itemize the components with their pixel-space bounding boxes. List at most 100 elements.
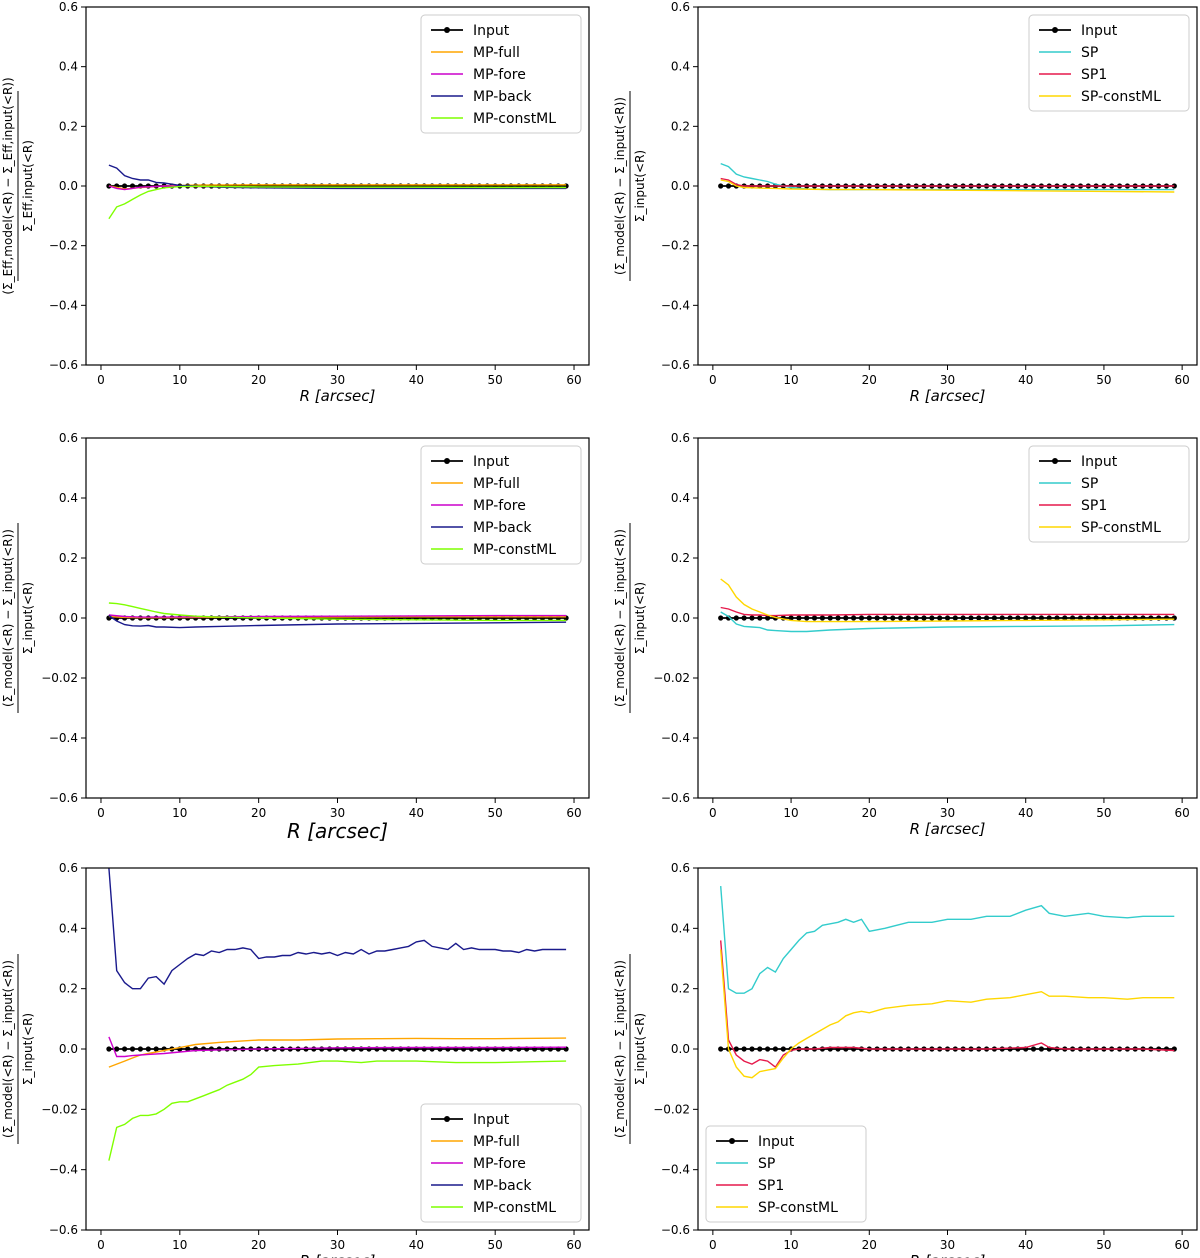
data-point [733, 1046, 739, 1052]
legend-marker [729, 1138, 735, 1144]
x-tick-label: 10 [783, 1238, 798, 1252]
data-point [733, 615, 739, 621]
x-tick-label: 30 [330, 373, 345, 387]
series-mp-back [108, 164, 567, 190]
y-axis-label: (Σ_model(<R) − Σ_input(<R)) Σ_input(<R) [1, 954, 35, 1144]
legend-box [705, 1125, 867, 1223]
y-tick-label: 0.0 [671, 1042, 690, 1056]
data-point [1023, 615, 1029, 621]
data-point [1062, 615, 1068, 621]
x-tick-label: 50 [488, 1238, 503, 1252]
data-point [327, 1046, 333, 1052]
chart-panel-middle-right: 0 10 20 30 40 50 60 −0.6 −0.4 −0.02 0.0 0.2 0.4 0.6 R … [613, 431, 1198, 838]
legend-box [420, 1103, 582, 1223]
y-axis-label: (Σ_model(<R) − Σ_input(<R)) Σ_input(<R) [613, 954, 647, 1144]
y-tick-label: 0.2 [671, 982, 690, 996]
series-sp1 [720, 940, 1175, 1069]
y-tick-label: −0.02 [653, 1102, 690, 1116]
x-axis-label: R [arcsec] [910, 387, 986, 405]
legend: Input SP SP1 SP-constML [1028, 14, 1190, 112]
y-tick-label: −0.2 [661, 239, 690, 253]
data-point [741, 615, 747, 621]
data-point [718, 615, 724, 621]
data-point [921, 615, 927, 621]
y-tick-label: −0.6 [661, 791, 690, 805]
legend-label-sp-constml: SP-constML [1081, 89, 1161, 105]
x-tick-label: 40 [1018, 806, 1033, 820]
y-axis-label: (Σ_model(<R) − Σ_input(<R)) Σ_input(<R) [613, 523, 647, 713]
data-point [153, 1046, 159, 1052]
data-point [106, 1046, 112, 1052]
y-tick-label: −0.02 [41, 1102, 78, 1116]
data-point [129, 183, 136, 189]
data-point [725, 615, 732, 621]
x-tick-label: 50 [488, 806, 503, 820]
series-line-mp-constml [108, 185, 567, 220]
x-tick-label: 50 [1096, 1238, 1111, 1252]
legend-label-mp-full: MP-full [473, 1134, 520, 1150]
series-sp-constml [720, 949, 1175, 1079]
y-tick-label: −0.02 [41, 671, 78, 685]
y-tick-label: −0.6 [661, 358, 690, 372]
series-sp [720, 611, 1175, 633]
legend-marker [444, 27, 450, 33]
series-sp1 [720, 177, 1175, 187]
data-point [780, 1046, 786, 1052]
legend: Input SP SP1 SP-constML [1028, 445, 1190, 543]
data-point [1046, 615, 1052, 621]
legend-marker [1052, 458, 1058, 464]
x-tick-label: 20 [251, 806, 266, 820]
series-line-sp1 [720, 606, 1175, 617]
y-tick-label: 0.6 [59, 861, 78, 875]
series-line-sp [720, 611, 1175, 633]
series-line-mp-fore [108, 1036, 567, 1058]
legend-label-sp1: SP1 [1081, 67, 1107, 83]
x-tick-label: 60 [1174, 1238, 1189, 1252]
y-tick-label: 0.2 [59, 551, 78, 565]
y-axis-label-numerator: (Σ_model(<R) − Σ_input(<R)) [1, 960, 15, 1138]
y-axis-label-numerator: (Σ_Eff,model(<R) − Σ_Eff,input(<R)) [1, 77, 15, 294]
x-tick-label: 10 [172, 1238, 187, 1252]
x-tick-label: 10 [172, 806, 187, 820]
x-tick-label: 0 [709, 373, 717, 387]
legend-box [1028, 14, 1190, 112]
x-tick-label: 40 [409, 1238, 424, 1252]
series-line-sp-constml [720, 179, 1175, 193]
data-point [145, 183, 151, 189]
y-tick-label: −0.6 [49, 358, 78, 372]
x-tick-label: 0 [97, 1238, 105, 1252]
x-tick-label: 20 [862, 1238, 877, 1252]
y-tick-label: 0.4 [671, 60, 690, 74]
legend-label-sp-constml: SP-constML [1081, 520, 1161, 536]
series-sp-constml [720, 578, 1175, 623]
y-tick-label: 0.0 [671, 179, 690, 193]
series-line-mp-back [108, 868, 567, 990]
y-axis-label-numerator: (Σ_model(<R) − Σ_input(<R)) [613, 960, 627, 1138]
data-point [1030, 1046, 1037, 1052]
y-tick-label: −0.2 [49, 239, 78, 253]
y-axis-label-denominator: Σ_input(<R) [633, 1013, 647, 1085]
y-tick-label: 0.2 [59, 982, 78, 996]
legend-box [420, 445, 582, 565]
legend-box [1028, 445, 1190, 543]
chart-panel-bottom-right: 0 10 20 30 40 50 60 −0.6 −0.4 −0.02 0.0 0.2 0.4 0.6 R … [613, 861, 1198, 1258]
y-tick-label: 0.4 [59, 60, 78, 74]
data-point [819, 615, 826, 621]
chart-panel-top-right: 0 10 20 30 40 50 60 −0.6 −0.4 −0.2 0.0 0.2 0.4 0.6 R [… [613, 0, 1198, 405]
y-tick-label: −0.02 [653, 671, 690, 685]
legend-marker [444, 458, 450, 464]
y-tick-label: 0.2 [671, 119, 690, 133]
data-point [185, 1046, 191, 1052]
x-tick-label: 20 [251, 373, 266, 387]
data-point [122, 183, 128, 189]
y-tick-label: −0.4 [49, 298, 78, 312]
data-point [1007, 615, 1013, 621]
legend-label-input: Input [473, 23, 510, 39]
y-tick-label: 0.0 [671, 611, 690, 625]
data-point [999, 615, 1005, 621]
legend-label-mp-full: MP-full [473, 45, 520, 61]
series-sp [720, 886, 1175, 994]
legend-label-mp-back: MP-back [473, 89, 532, 105]
y-tick-label: −0.6 [49, 1223, 78, 1237]
series-line-mp-constml [108, 602, 567, 622]
